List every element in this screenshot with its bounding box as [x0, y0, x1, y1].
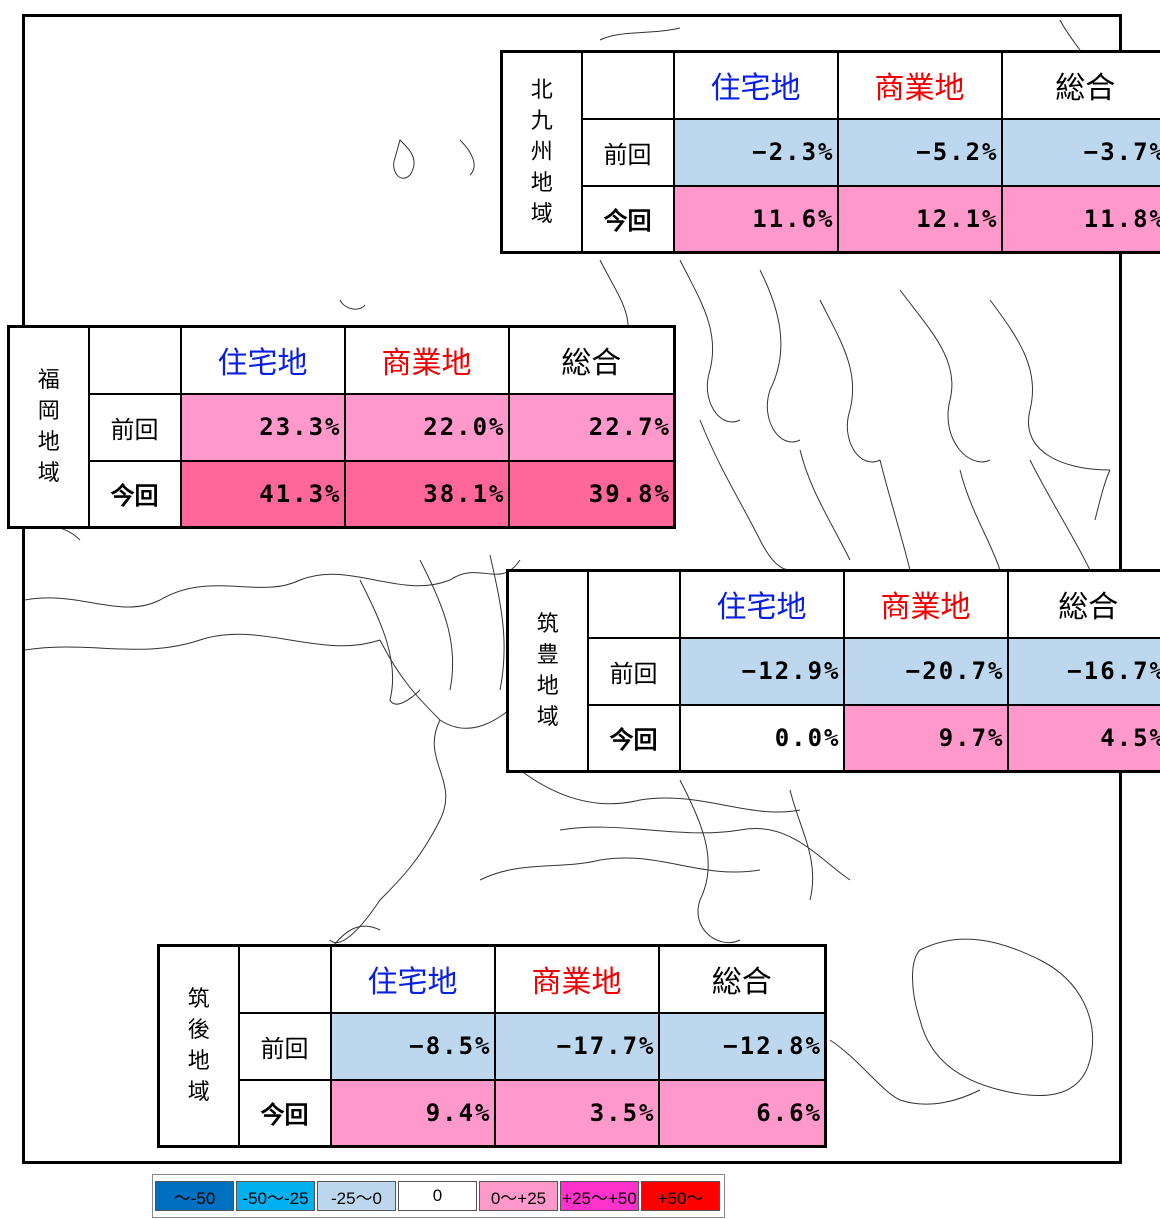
chikuho-current-residential: 0.0%	[678, 703, 845, 773]
header-commercial: 商業地	[836, 50, 1003, 120]
fukuoka-current-total: 39.8%	[507, 459, 676, 529]
kitakyushu-current-residential: 11.6%	[672, 184, 839, 254]
header-residential: 住宅地	[672, 50, 839, 120]
row-label-current: 今回	[580, 184, 675, 254]
fukuoka-previous-residential: 23.3%	[179, 392, 346, 462]
header-total: 総合	[1006, 569, 1160, 639]
header-residential: 住宅地	[678, 569, 845, 639]
chikugo-current-commercial: 3.5%	[493, 1078, 660, 1148]
chikuho-previous-commercial: −20.7%	[842, 636, 1009, 706]
fukuoka-current-residential: 41.3%	[179, 459, 346, 529]
chikugo-previous-commercial: −17.7%	[493, 1011, 660, 1081]
fukuoka-previous-total: 22.7%	[507, 392, 676, 462]
region-name-chikuho: 筑豊地域	[506, 569, 589, 773]
chikuho-previous-total: −16.7%	[1006, 636, 1160, 706]
kitakyushu-current-commercial: 12.1%	[836, 184, 1003, 254]
header-residential: 住宅地	[179, 325, 346, 395]
chikuho-current-commercial: 9.7%	[842, 703, 1009, 773]
row-label-current: 今回	[237, 1078, 332, 1148]
kitakyushu-region-table: 北九州地域 住宅地 商業地 総合 前回 −2.3% −5.2% −3.7% 今回…	[500, 50, 1160, 254]
header-total: 総合	[507, 325, 676, 395]
row-label-previous: 前回	[580, 117, 675, 187]
fukuoka-current-commercial: 38.1%	[343, 459, 510, 529]
header-commercial: 商業地	[842, 569, 1009, 639]
legend-item: -25〜0	[317, 1181, 396, 1211]
legend-item: 0〜+25	[479, 1181, 558, 1211]
legend-item: +25〜+50	[560, 1181, 639, 1211]
chikuho-region-table: 筑豊地域 住宅地 商業地 総合 前回 −12.9% −20.7% −16.7% …	[506, 569, 1160, 773]
row-label-current: 今回	[586, 703, 681, 773]
row-label-previous: 前回	[237, 1011, 332, 1081]
fukuoka-previous-commercial: 22.0%	[343, 392, 510, 462]
legend-item: +50〜	[641, 1181, 720, 1211]
chikugo-previous-total: −12.8%	[657, 1011, 827, 1081]
kitakyushu-previous-total: −3.7%	[1000, 117, 1160, 187]
row-label-previous: 前回	[586, 636, 681, 706]
region-name-kitakyushu: 北九州地域	[500, 50, 583, 254]
chikugo-current-residential: 9.4%	[329, 1078, 496, 1148]
kitakyushu-previous-residential: −2.3%	[672, 117, 839, 187]
row-label-current: 今回	[87, 459, 182, 529]
color-legend: 〜-50 -50〜-25 -25〜0 0 0〜+25 +25〜+50 +50〜	[152, 1174, 725, 1218]
kitakyushu-previous-commercial: −5.2%	[836, 117, 1003, 187]
chikugo-current-total: 6.6%	[657, 1078, 827, 1148]
kitakyushu-current-total: 11.8%	[1000, 184, 1160, 254]
header-commercial: 商業地	[343, 325, 510, 395]
chikuho-current-total: 4.5%	[1006, 703, 1160, 773]
fukuoka-region-table: 福岡地域 住宅地 商業地 総合 前回 23.3% 22.0% 22.7% 今回 …	[7, 325, 676, 529]
row-label-previous: 前回	[87, 392, 182, 462]
region-name-chikugo: 筑後地域	[157, 944, 240, 1148]
header-commercial: 商業地	[493, 944, 660, 1014]
legend-item: -50〜-25	[236, 1181, 315, 1211]
chikugo-region-table: 筑後地域 住宅地 商業地 総合 前回 −8.5% −17.7% −12.8% 今…	[157, 944, 827, 1148]
header-total: 総合	[1000, 50, 1160, 120]
chikuho-previous-residential: −12.9%	[678, 636, 845, 706]
chikugo-previous-residential: −8.5%	[329, 1011, 496, 1081]
header-total: 総合	[657, 944, 827, 1014]
legend-item: 0	[398, 1181, 477, 1211]
header-residential: 住宅地	[329, 944, 496, 1014]
legend-item: 〜-50	[155, 1181, 234, 1211]
region-name-fukuoka: 福岡地域	[7, 325, 90, 529]
